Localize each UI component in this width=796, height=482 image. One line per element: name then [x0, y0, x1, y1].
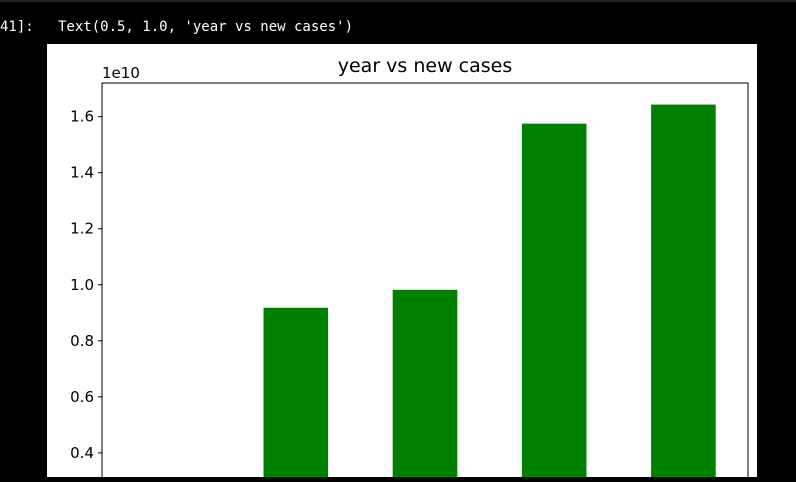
y-tick-label: 1.0 [70, 276, 94, 294]
bar [651, 104, 716, 477]
cell-prompt: 41]: [0, 19, 34, 35]
y-tick-label: 1.6 [70, 108, 94, 126]
y-tick-label: 1.4 [70, 164, 94, 182]
chart: year vs new cases 1e10 0.4 0.6 0.8 1.0 1.2 1.… [70, 55, 749, 477]
bar [521, 123, 587, 477]
y-tick-label: 1.2 [70, 220, 94, 238]
chart-title: year vs new cases [338, 55, 513, 77]
cell-output: Text(0.5, 1.0, 'year vs new cases') [58, 19, 353, 35]
axes-frame [101, 82, 749, 477]
y-tick-label: 0.6 [70, 388, 94, 406]
bar [392, 289, 458, 477]
bar [263, 307, 329, 477]
offset-text: 1e10 [102, 64, 140, 82]
y-tick-label: 0.4 [70, 444, 94, 462]
y-tick-label: 0.8 [70, 332, 94, 350]
